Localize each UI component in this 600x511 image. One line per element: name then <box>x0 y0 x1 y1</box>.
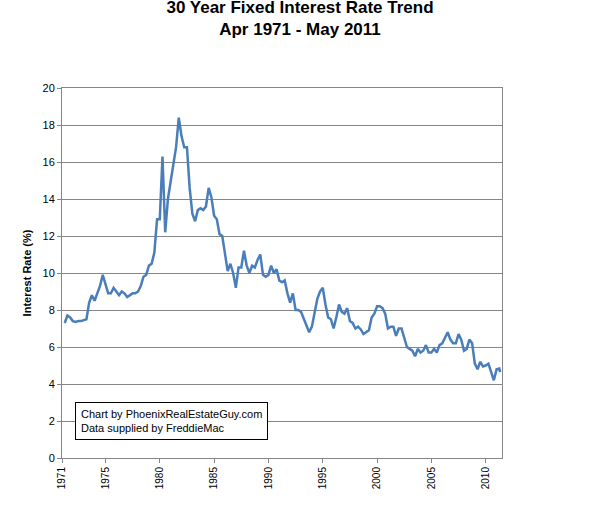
svg-text:2000: 2000 <box>371 467 382 490</box>
svg-text:6: 6 <box>49 341 55 353</box>
svg-text:1995: 1995 <box>317 467 328 490</box>
svg-text:8: 8 <box>49 304 55 316</box>
svg-text:Interest Rate (%): Interest Rate (%) <box>21 229 33 316</box>
svg-text:2: 2 <box>49 415 55 427</box>
svg-text:1975: 1975 <box>100 467 111 490</box>
svg-text:1971: 1971 <box>56 467 67 490</box>
svg-text:10: 10 <box>43 267 55 279</box>
svg-text:2005: 2005 <box>426 467 437 490</box>
svg-text:1985: 1985 <box>208 467 219 490</box>
svg-text:2010: 2010 <box>480 467 491 490</box>
svg-text:30 Year Fixed Interest Rate Tr: 30 Year Fixed Interest Rate TrendApr 197… <box>166 0 433 39</box>
svg-text:0: 0 <box>49 452 55 464</box>
svg-text:12: 12 <box>43 230 55 242</box>
svg-text:4: 4 <box>49 378 55 390</box>
svg-text:1980: 1980 <box>154 467 165 490</box>
svg-text:18: 18 <box>43 119 55 131</box>
svg-text:20: 20 <box>43 82 55 94</box>
svg-text:1990: 1990 <box>263 467 274 490</box>
svg-text:14: 14 <box>43 193 55 205</box>
svg-text:Chart by PhoenixRealEstateGuy.: Chart by PhoenixRealEstateGuy.comData su… <box>81 408 262 434</box>
svg-text:16: 16 <box>43 156 55 168</box>
